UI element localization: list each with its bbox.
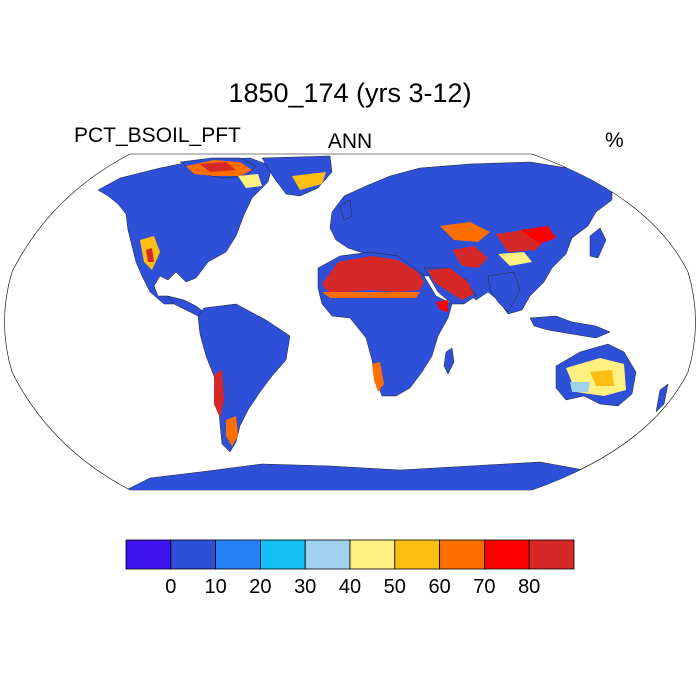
sahara-edge — [322, 292, 420, 298]
australia-core — [590, 370, 614, 386]
colorbar-box — [483, 539, 530, 570]
colorbar-box — [394, 539, 440, 570]
atacama-region — [214, 370, 224, 418]
colorbar-tick-label: 60 — [428, 576, 451, 598]
colorbar-box — [215, 539, 261, 570]
central-asia-region — [440, 222, 490, 242]
colorbar-box — [259, 539, 306, 570]
colorbar-tick-label: 40 — [338, 576, 362, 598]
units-label: % — [605, 129, 624, 152]
australia-mid — [570, 382, 590, 392]
bare-soil-highlights — [140, 160, 626, 446]
new-zealand — [655, 383, 669, 413]
season-label: ANN — [327, 130, 373, 153]
south-america — [197, 303, 291, 453]
colorbar-tick-label: 20 — [249, 576, 272, 598]
colorbar-box — [349, 539, 396, 570]
variable-label: PCT_BSOIL_PFT — [74, 124, 241, 147]
colorbar-box — [170, 539, 217, 570]
map-title: 1850_174 (yrs 3-12) — [228, 78, 472, 108]
namib-region — [372, 362, 384, 392]
sahara-region — [322, 256, 424, 292]
colorbar-box — [439, 539, 485, 570]
colorbar-tick-label: 80 — [518, 576, 541, 598]
gobi-region — [520, 226, 556, 244]
colorbar-box — [125, 539, 172, 570]
colorbar-box — [528, 539, 575, 570]
iran-region — [452, 246, 488, 268]
tibet-region — [498, 252, 532, 266]
india — [487, 271, 521, 313]
arabia-region — [428, 268, 474, 300]
colorbar-tick-label: 50 — [383, 576, 406, 598]
madagascar — [443, 347, 455, 375]
antarctica — [125, 461, 621, 490]
patagonia-region — [226, 416, 238, 446]
sw-usa-core — [146, 248, 154, 262]
colorbar-tick-label: 30 — [294, 576, 317, 598]
colorbar-tick-label: 70 — [473, 576, 496, 598]
arctic-core — [200, 162, 236, 172]
colorbar-box — [304, 539, 351, 570]
japan — [589, 227, 607, 259]
uk — [339, 199, 353, 221]
horn-region — [436, 300, 448, 312]
greenland-edge — [292, 172, 326, 190]
indonesia — [529, 315, 611, 339]
colorbar-tick-label: 10 — [204, 576, 227, 598]
arctic-light — [238, 174, 262, 188]
colorbar-tick-label: 0 — [165, 576, 177, 598]
